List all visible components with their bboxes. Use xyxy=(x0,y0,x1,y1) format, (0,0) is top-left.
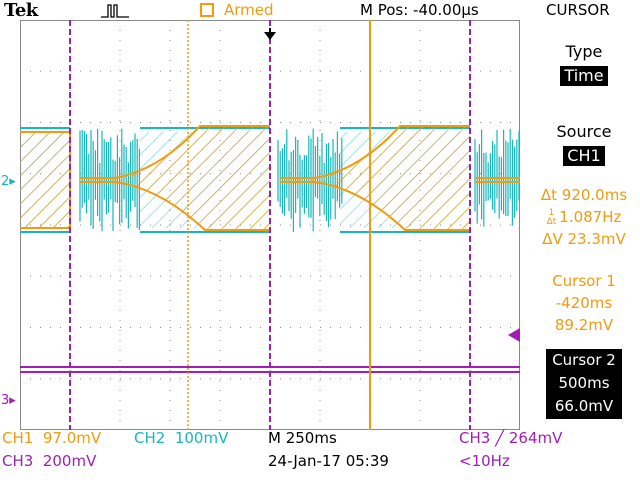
ch3-ground-marker: 3▸ xyxy=(1,393,16,408)
brand-logo: Tek xyxy=(4,0,38,21)
cursor-2-time: 500ms xyxy=(558,374,610,392)
source-button[interactable]: CH1 xyxy=(528,146,640,166)
timebase-readout: M 250ms xyxy=(268,429,337,447)
status-bar xyxy=(0,0,640,22)
inverse-delta-t-readout: 1 Δt 1.087Hz xyxy=(546,207,622,227)
cursor-2-label: Cursor 2 xyxy=(552,351,616,369)
source-value: CH1 xyxy=(563,146,605,166)
type-label: Type xyxy=(565,42,603,61)
ch3-scale-readout: CH3 200mV xyxy=(2,452,97,470)
cursor-2-voltage: 66.0mV xyxy=(554,397,614,415)
trigger-level-marker-icon xyxy=(508,328,520,342)
ch2-scale-readout: CH2 100mV xyxy=(134,429,229,447)
cursor-1-voltage: 89.2mV xyxy=(554,316,614,334)
trigger-frequency-readout: <10Hz xyxy=(459,452,510,470)
trigger-position-marker-icon xyxy=(264,32,276,40)
cursor-1-label[interactable]: Cursor 1 xyxy=(552,272,616,290)
trigger-status: Armed xyxy=(224,1,274,19)
trigger-readout: CH3 ╱ 264mV xyxy=(459,429,563,447)
inverse-delta-t-icon: 1 Δt xyxy=(546,207,557,227)
ch1-scale-readout: CH1 97.0mV xyxy=(2,429,102,447)
ch2-ground-marker: 2▸ xyxy=(1,174,16,189)
ch1-trace xyxy=(20,125,520,231)
type-value: Time xyxy=(560,66,608,86)
waveform-display xyxy=(20,20,520,430)
ch2-burst-1 xyxy=(79,128,141,232)
type-button[interactable]: Time xyxy=(528,66,640,86)
ch3-trace xyxy=(20,20,520,430)
delta-t-readout: Δt 920.0ms xyxy=(540,186,628,204)
cursor-1-time: -420ms xyxy=(555,294,613,312)
armed-indicator-icon xyxy=(200,3,214,17)
cursor-2-panel[interactable] xyxy=(546,349,622,419)
delta-v-readout: ΔV 23.3mV xyxy=(542,230,626,248)
date-time-readout: 24-Jan-17 05:39 xyxy=(268,452,389,470)
horizontal-position-readout: M Pos: -40.00µs xyxy=(360,1,479,19)
menu-title: CURSOR xyxy=(546,1,610,19)
source-label: Source xyxy=(556,122,612,141)
trigger-waveform-icon xyxy=(101,4,129,18)
